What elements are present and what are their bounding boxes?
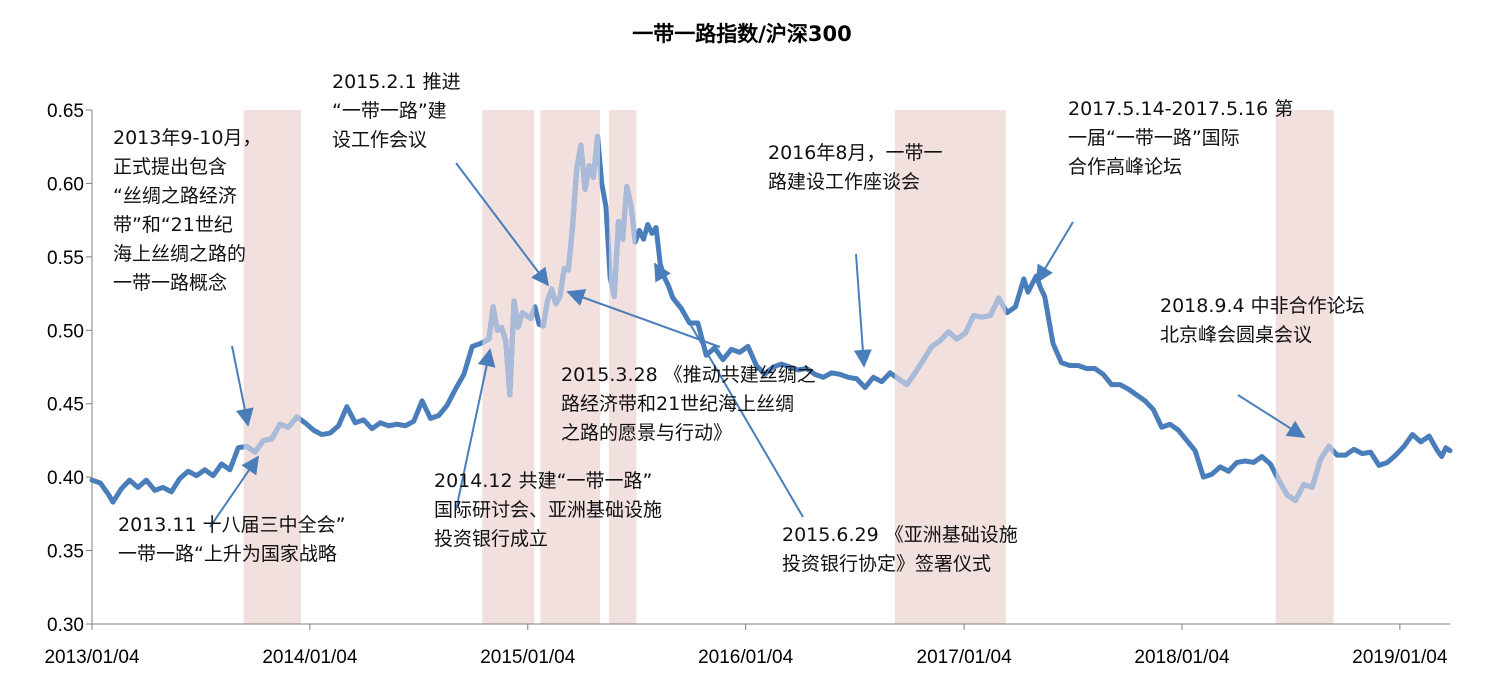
annotation-arrow <box>455 162 550 287</box>
y-tick-label: 0.45 <box>47 395 84 416</box>
annotation-text: 2018.9.4 中非合作论坛 <box>1160 295 1365 317</box>
annotation-text: 带”和“21世纪 <box>113 214 233 236</box>
annotation-text: 一届“一带一路”国际 <box>1068 127 1240 149</box>
x-tick-label: 2017/01/04 <box>917 647 1013 668</box>
annotation-arrow <box>455 348 496 511</box>
annotation-arrow <box>654 262 804 518</box>
annotation-arrow <box>566 289 721 348</box>
y-tick-label: 0.30 <box>47 615 84 636</box>
annotation-text: 投资银行成立 <box>434 528 548 550</box>
annotation-text: 之路的愿景与行动》 <box>561 422 732 444</box>
annotation-text: 设工作会议 <box>332 129 427 151</box>
annotations: 2013年9-10月，正式提出包含“丝绸之路经济带”和“21世纪海上丝绸之路的一… <box>113 71 1365 575</box>
x-tick-label: 2015/01/04 <box>480 647 576 668</box>
y-tick-label: 0.60 <box>47 174 84 195</box>
annotation-text: 2016年8月，一带一 <box>768 142 942 164</box>
annotation-text: “一带一路”建 <box>332 100 447 122</box>
y-tick-label: 0.40 <box>47 468 84 489</box>
highlight-band <box>243 110 301 624</box>
annotation-text: 一带一路“上升为国家战略 <box>118 543 337 565</box>
annotation-arrow <box>209 455 260 528</box>
annotation-arrows <box>209 162 1306 528</box>
series-line <box>89 133 1453 505</box>
highlight-band <box>608 110 637 624</box>
annotation-text: 正式提出包含 <box>113 156 227 178</box>
x-tick-label: 2014/01/04 <box>262 647 358 668</box>
annotation-text: 国际研讨会、亚洲基础设施 <box>434 499 662 521</box>
annotation-arrow <box>1237 394 1306 438</box>
annotation-arrow <box>1036 221 1074 284</box>
highlight-bands <box>243 110 1334 624</box>
annotation-arrow <box>231 345 254 427</box>
highlight-band <box>894 110 1006 624</box>
annotation-text: 2015.2.1 推进 <box>332 71 461 93</box>
y-tick-label: 0.35 <box>47 542 84 563</box>
chart-title: 一带一路指数/沪深300 <box>632 22 852 46</box>
annotation-text: 一带一路概念 <box>113 271 227 294</box>
annotation-text: 2017.5.14-2017.5.16 第 <box>1068 98 1293 120</box>
annotation-text: 2014.12 共建“一带一路” <box>434 470 652 492</box>
annotation-text: 路建设工作座谈会 <box>768 171 920 193</box>
annotation-text: 2013年9-10月， <box>113 127 261 149</box>
annotation-text: “丝绸之路经济 <box>113 185 237 207</box>
annotation-text: 海上丝绸之路的 <box>113 243 246 265</box>
annotation-text: 合作高峰论坛 <box>1068 156 1182 178</box>
annotation-arrow <box>853 253 872 368</box>
x-tick-label: 2019/01/04 <box>1352 647 1448 668</box>
y-tick-label: 0.50 <box>47 321 84 342</box>
annotation-text: 北京峰会圆桌会议 <box>1160 324 1312 346</box>
annotation-text: 路经济带和21世纪海上丝绸 <box>561 393 794 415</box>
series-lines <box>89 133 1453 505</box>
annotation-text: 2015.6.29 《亚洲基础设施 <box>782 524 1018 546</box>
y-tick-label: 0.55 <box>47 248 84 269</box>
x-tick-label: 2013/01/04 <box>44 647 140 668</box>
annotation-text: 投资银行协定》签署仪式 <box>782 553 991 575</box>
x-tick-label: 2016/01/04 <box>698 647 794 668</box>
axes: 0.30 0.35 0.40 0.45 0.50 0.55 0.60 0.65 2013/01/… <box>44 101 1450 668</box>
y-tick-label: 0.65 <box>47 101 84 122</box>
highlight-band <box>1275 110 1334 624</box>
annotation-text: 2015.3.28 《推动共建丝绸之 <box>561 364 816 386</box>
x-tick-label: 2018/01/04 <box>1134 647 1230 668</box>
highlight-band <box>540 110 600 624</box>
annotation-text: 2013.11 十八届三中全会” <box>118 514 345 536</box>
